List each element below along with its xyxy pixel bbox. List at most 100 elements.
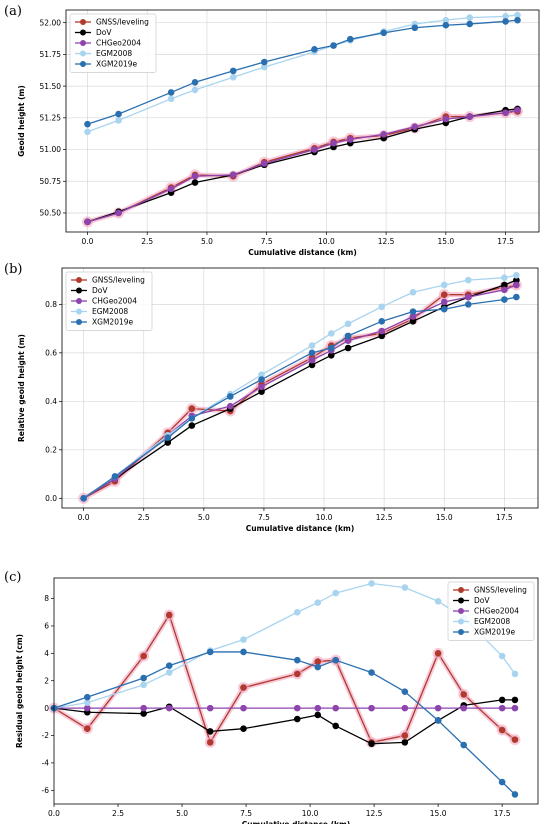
- data-point: [165, 662, 173, 669]
- data-point: [434, 597, 442, 605]
- data-point: [501, 296, 508, 303]
- x-tick-label: 15.0: [437, 237, 454, 246]
- x-tick-label: 5.0: [198, 513, 210, 522]
- data-point: [293, 608, 301, 616]
- data-point: [140, 681, 147, 689]
- legend-label: GNSS/leveling: [92, 276, 145, 285]
- y-tick-label: 51.75: [40, 50, 62, 59]
- data-point: [466, 113, 474, 120]
- data-point: [332, 656, 339, 664]
- legend-label: XGM2019e: [474, 628, 516, 637]
- data-point: [346, 35, 354, 43]
- data-point: [165, 669, 173, 676]
- chart-geoid-height: 0.0 2.5 5.0 7.5 10.0 12.5 15.0 17.5 50.50 50.75 51…: [17, 9, 540, 257]
- data-point: [332, 704, 339, 712]
- data-point: [511, 670, 519, 678]
- data-point: [188, 405, 196, 412]
- data-point: [308, 356, 316, 364]
- data-point: [409, 313, 417, 320]
- y-tick-label: 50.50: [40, 209, 62, 218]
- data-point: [226, 402, 234, 410]
- x-tick-label: 2.5: [141, 237, 153, 246]
- series-halo-gnss-leveling: [52, 612, 517, 745]
- data-point: [327, 330, 335, 337]
- data-point: [229, 73, 237, 81]
- legend-box: [69, 13, 157, 73]
- data-point: [293, 670, 301, 678]
- y-tick-label: -4: [42, 759, 50, 768]
- plot-frame: [53, 577, 539, 805]
- data-point: [409, 308, 417, 315]
- series-line-xgm2019e: [53, 651, 516, 795]
- x-tick-label: 12.5: [366, 809, 383, 818]
- legend-label: DoV: [92, 286, 108, 295]
- data-point: [380, 29, 388, 37]
- y-tick-label: 52.00: [40, 18, 62, 27]
- data-point: [409, 318, 417, 325]
- y-tick-label: 8: [44, 594, 49, 603]
- data-point: [460, 741, 468, 749]
- legend-label: GNSS/leveling: [96, 18, 149, 27]
- data-point: [442, 21, 450, 29]
- y-tick-label: 0.6: [45, 349, 57, 358]
- data-point: [206, 704, 214, 712]
- x-tick-label: 12.5: [378, 237, 395, 246]
- x-tick-label: 2.5: [138, 513, 150, 522]
- data-point: [115, 117, 122, 124]
- data-point: [332, 722, 339, 730]
- y-tick-label: 2: [44, 676, 49, 685]
- data-point: [260, 58, 268, 66]
- legend-marker: [76, 319, 82, 325]
- data-point: [498, 726, 506, 734]
- y-tick-label: 0.0: [45, 494, 57, 503]
- data-point: [511, 696, 519, 704]
- legend-box: [65, 271, 153, 331]
- legend-marker: [76, 277, 82, 283]
- y-tick-label: -2: [42, 731, 50, 740]
- data-point: [460, 704, 468, 712]
- series-line-egm2008: [53, 582, 516, 709]
- y-axis-label: Geoid height (m): [17, 85, 26, 157]
- data-point: [260, 160, 268, 167]
- series-egm2008: [50, 580, 519, 712]
- legend-label: EGM2008: [474, 617, 510, 626]
- data-point: [368, 704, 375, 712]
- legend-marker: [458, 587, 464, 593]
- data-point: [466, 14, 474, 21]
- x-tick-label: 0.0: [82, 237, 94, 246]
- data-point: [308, 349, 316, 357]
- legend-label: CHGeo2004: [96, 39, 141, 48]
- y-tick-label: -6: [42, 786, 50, 795]
- data-point: [409, 288, 417, 296]
- data-point: [327, 344, 335, 352]
- data-point: [514, 16, 521, 24]
- data-point: [514, 106, 521, 114]
- series-xgm2019e: [84, 16, 521, 128]
- data-point: [368, 740, 375, 748]
- data-point: [498, 704, 506, 712]
- data-point: [206, 739, 214, 746]
- data-point: [308, 342, 316, 349]
- legend-label: EGM2008: [96, 49, 132, 58]
- y-axis-label: Relative geoid height (m): [17, 334, 26, 442]
- data-point: [434, 717, 442, 724]
- data-point: [314, 658, 322, 665]
- x-tick-label: 7.5: [258, 513, 270, 522]
- y-tick-label: 51.00: [40, 145, 62, 154]
- data-point: [258, 383, 265, 391]
- data-point: [501, 286, 508, 294]
- data-point: [378, 303, 386, 311]
- data-point: [513, 281, 520, 289]
- x-tick-label: 5.0: [201, 237, 213, 246]
- panel-label-b: (b): [4, 262, 23, 277]
- series-chgeo2004: [84, 106, 521, 226]
- data-point: [498, 652, 506, 660]
- data-point: [206, 728, 214, 735]
- series-line-chgeo2004: [87, 109, 518, 223]
- data-point: [240, 636, 247, 643]
- data-point: [314, 599, 322, 606]
- legend-box: [447, 581, 535, 641]
- data-point: [308, 361, 316, 369]
- legend-marker: [458, 618, 464, 625]
